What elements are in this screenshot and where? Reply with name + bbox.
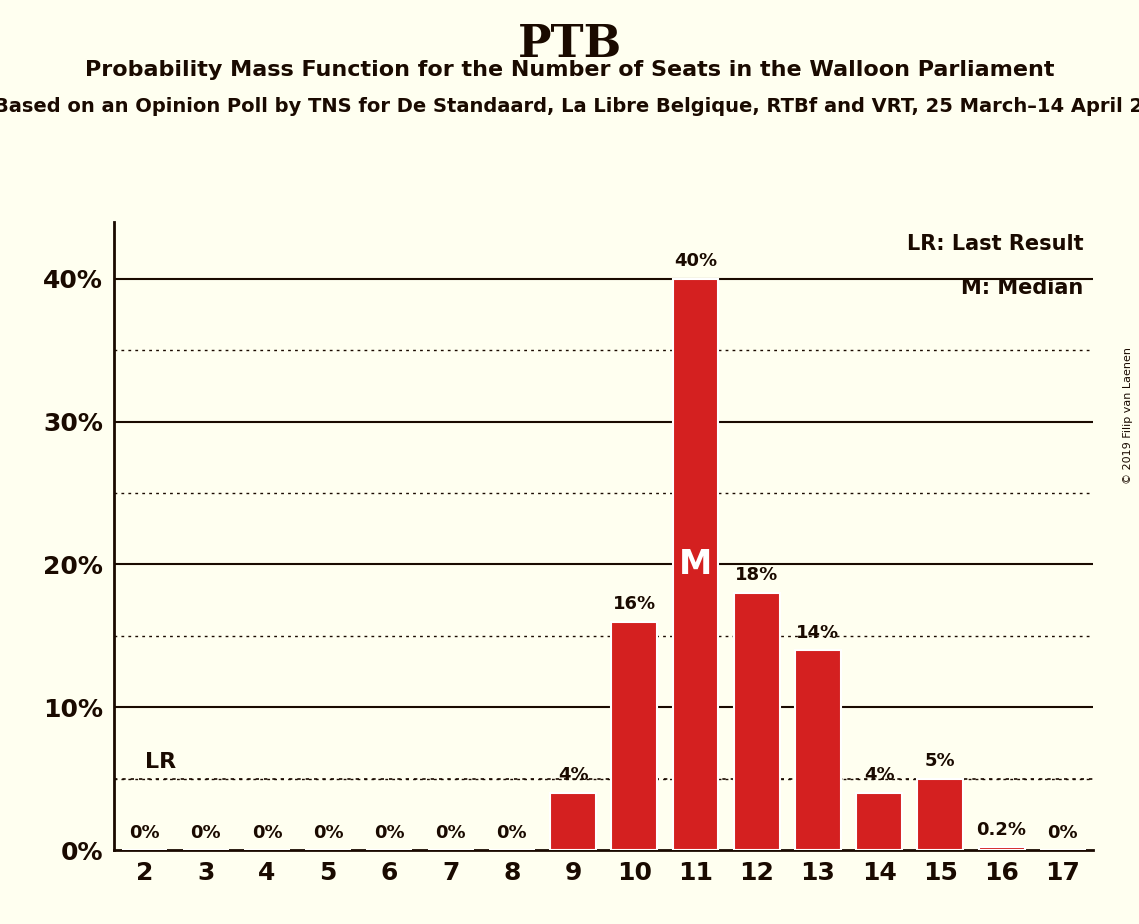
Text: 0%: 0% <box>497 823 527 842</box>
Text: LR: LR <box>145 751 175 772</box>
Bar <box>672 279 719 850</box>
Text: 4%: 4% <box>558 766 589 784</box>
Text: © 2019 Filip van Laenen: © 2019 Filip van Laenen <box>1123 347 1133 484</box>
Text: Based on an Opinion Poll by TNS for De Standaard, La Libre Belgique, RTBf and VR: Based on an Opinion Poll by TNS for De S… <box>0 97 1139 116</box>
Text: 0%: 0% <box>252 823 282 842</box>
Bar <box>612 622 657 850</box>
Bar <box>857 793 902 850</box>
Text: 0%: 0% <box>129 823 159 842</box>
Text: 0%: 0% <box>374 823 404 842</box>
Bar <box>917 779 964 850</box>
Text: 40%: 40% <box>674 252 718 271</box>
Text: 0.2%: 0.2% <box>976 821 1026 839</box>
Text: LR: Last Result: LR: Last Result <box>907 235 1083 254</box>
Text: Probability Mass Function for the Number of Seats in the Walloon Parliament: Probability Mass Function for the Number… <box>84 60 1055 80</box>
Text: 0%: 0% <box>190 823 221 842</box>
Text: M: M <box>679 548 712 581</box>
Text: 16%: 16% <box>613 595 656 613</box>
Bar <box>795 650 841 850</box>
Text: 14%: 14% <box>796 624 839 641</box>
Text: 0%: 0% <box>435 823 466 842</box>
Bar <box>734 593 780 850</box>
Bar <box>550 793 596 850</box>
Text: 5%: 5% <box>925 752 956 770</box>
Text: 4%: 4% <box>863 766 894 784</box>
Text: PTB: PTB <box>517 23 622 67</box>
Text: M: Median: M: Median <box>961 278 1083 298</box>
Text: 0%: 0% <box>313 823 344 842</box>
Text: 0%: 0% <box>1048 823 1079 842</box>
Text: 18%: 18% <box>735 566 778 585</box>
Bar <box>978 847 1025 850</box>
